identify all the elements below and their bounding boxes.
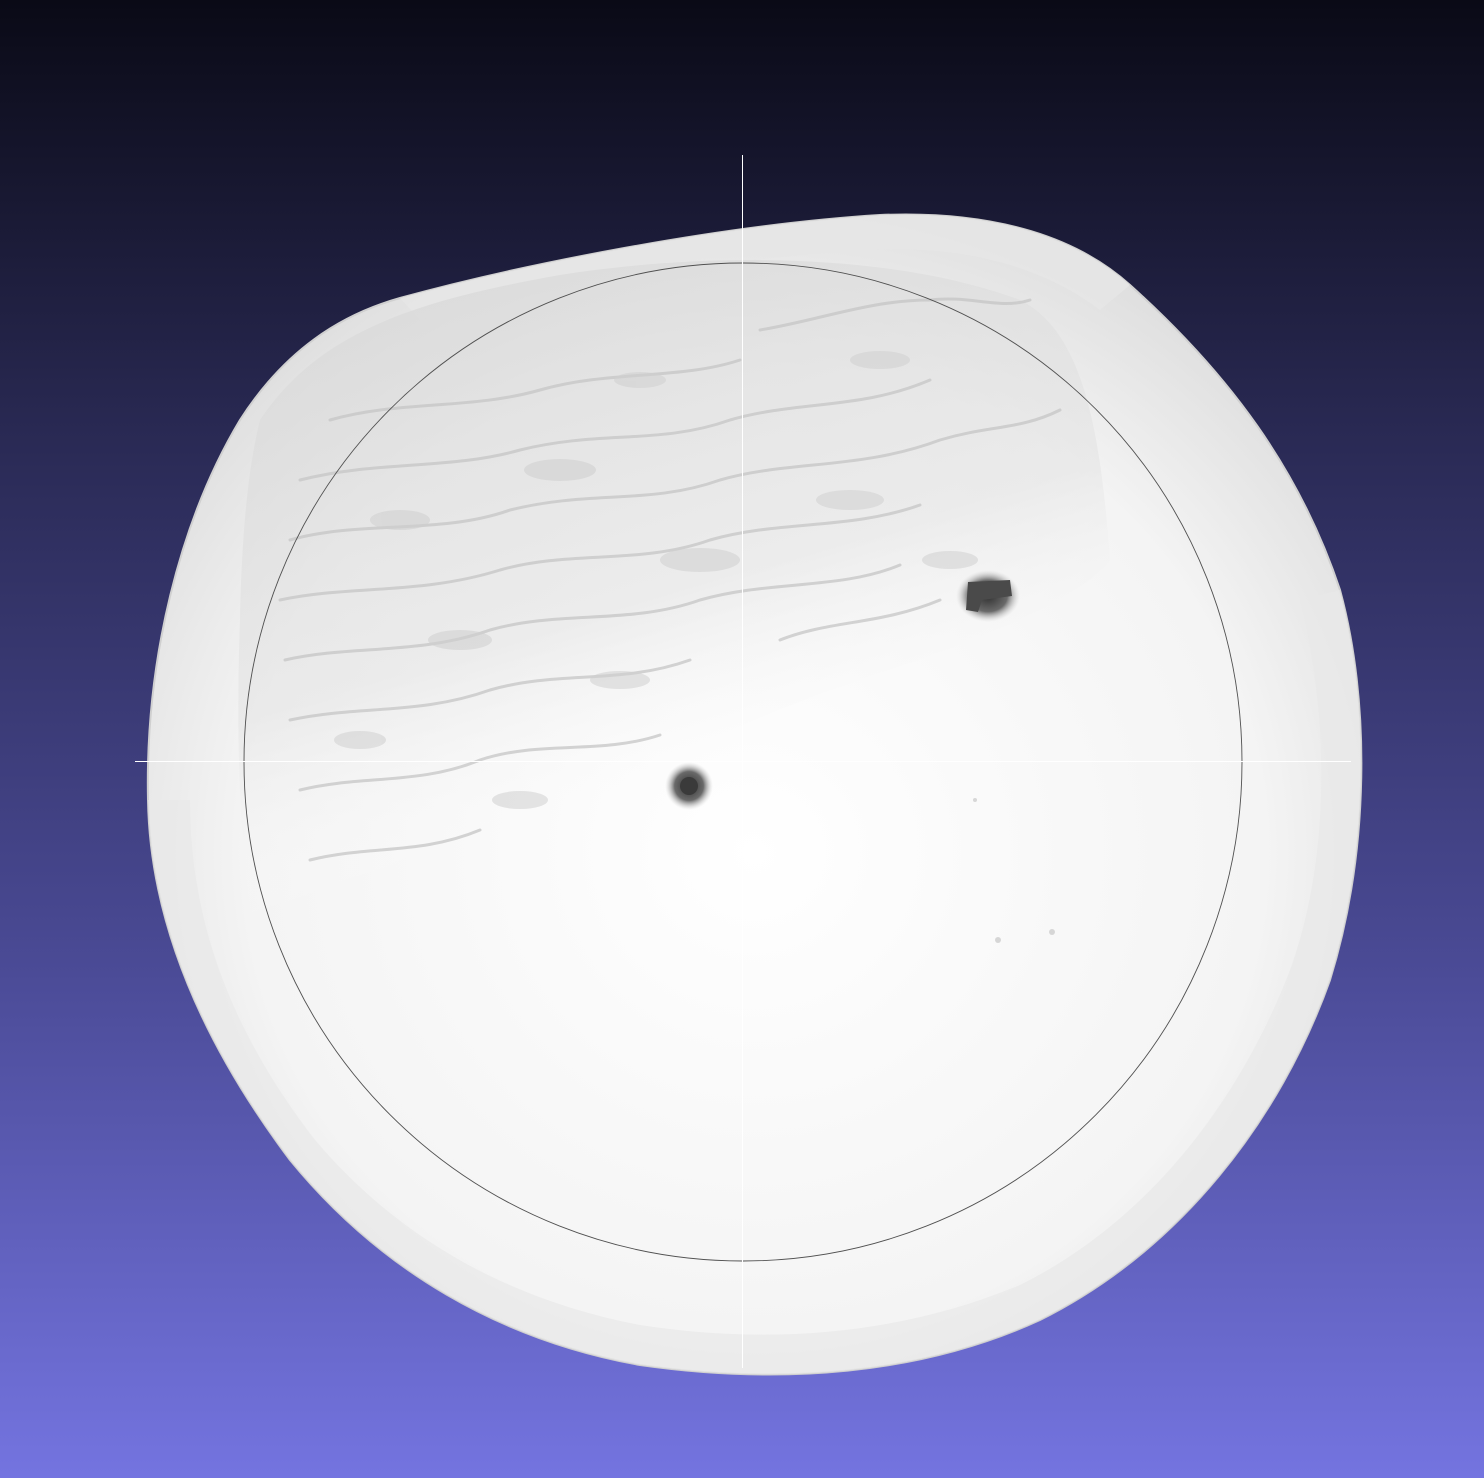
mesh-top-rim [400,214,1130,320]
small-specks [973,798,1055,943]
pit-marker-center [665,762,713,810]
rough-surface-region [238,260,1111,1010]
trackball-crosshair-horizontal [135,761,1351,762]
pit-marker-right [956,570,1020,622]
surface-bumps [334,351,978,809]
trackball-circle [243,262,1243,1262]
